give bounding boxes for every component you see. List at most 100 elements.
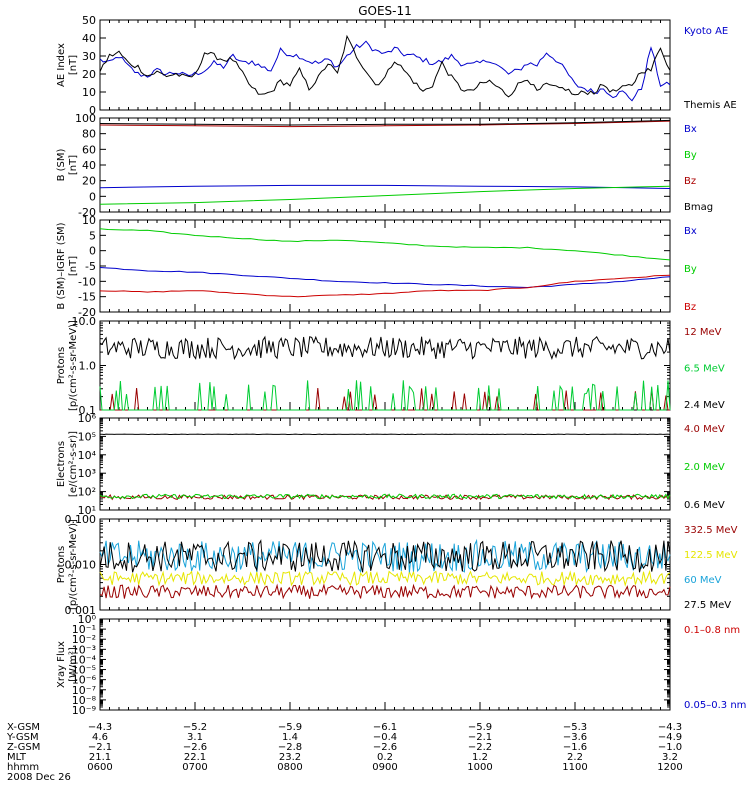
y-tick-label: 10⁵ bbox=[78, 430, 96, 443]
y-axis-label: Xray Flux bbox=[56, 641, 67, 688]
series-line-bz bbox=[99, 274, 671, 298]
x-row-value: −4.9 bbox=[658, 732, 682, 743]
x-row-value: −2.8 bbox=[278, 742, 302, 753]
y-tick-label: 1.0 bbox=[79, 360, 97, 373]
x-row-label: X-GSM bbox=[7, 722, 40, 733]
legend-label: 122.5 MeV bbox=[684, 550, 738, 561]
series-line-27-5-mev bbox=[99, 539, 671, 573]
y-axis-label: B (SM)–IGRF (SM) bbox=[56, 222, 67, 309]
y-axis-label: [W/m²] bbox=[68, 647, 79, 682]
x-row-value: −1.0 bbox=[658, 742, 682, 753]
y-axis-label: AE Index bbox=[56, 43, 67, 87]
y-axis-label: Protons bbox=[56, 347, 67, 384]
panel-frame bbox=[99, 618, 671, 711]
x-row-value: −2.6 bbox=[373, 742, 397, 753]
legend-label: Bx bbox=[684, 124, 697, 135]
panel-protons_high: 0.001 0.010 0.100 Protons [p/(cm²-s-sr-MeV)]… bbox=[56, 513, 738, 617]
y-tick-label: 10² bbox=[78, 486, 96, 499]
series-line-122-5-mev bbox=[99, 569, 671, 587]
x-axis-labels: X-GSM −4.3 −5.2 −5.9 −6.1 −5.9 −5.3 −4.3 Y-GSM 4.… bbox=[6, 722, 683, 783]
series-line-bz bbox=[99, 120, 671, 128]
panel-ae: 0 10 20 30 40 50 AE Index [nT] Kyoto AE Themis AE bbox=[56, 14, 737, 117]
legend-label: 60 MeV bbox=[684, 575, 722, 586]
y-tick-label: 10⁴ bbox=[78, 449, 97, 462]
y-tick-label: 5 bbox=[89, 229, 96, 242]
x-row-value: −2.6 bbox=[183, 742, 207, 753]
x-row-value: −2.2 bbox=[468, 742, 492, 753]
x-row-value: −4.3 bbox=[88, 722, 112, 733]
y-axis-label: [p/(cm²-s-sr-MeV)] bbox=[68, 320, 79, 411]
y-tick-label: -15 bbox=[78, 291, 96, 304]
y-tick-label: 100 bbox=[75, 112, 96, 125]
legend-label: Kyoto AE bbox=[684, 26, 728, 37]
panel-frame bbox=[99, 117, 671, 213]
series-line-bmag bbox=[99, 119, 671, 126]
y-tick-label: -20 bbox=[78, 306, 96, 319]
x-row-value: −2.1 bbox=[88, 742, 112, 753]
y-tick-label: 10⁻⁹ bbox=[72, 704, 96, 717]
x-row-value: 0800 bbox=[277, 762, 302, 773]
y-tick-label: 10⁻⁸ bbox=[72, 694, 97, 707]
series-line-themis-ae bbox=[99, 34, 671, 98]
y-tick-label: 0.001 bbox=[65, 604, 97, 617]
x-row-value: −4.3 bbox=[658, 722, 682, 733]
x-date-label: 2008 Dec 26 bbox=[7, 772, 71, 783]
x-row-value: 3.2 bbox=[662, 752, 678, 763]
series-line-332-5-mev bbox=[99, 583, 671, 600]
y-tick-label: -10 bbox=[78, 275, 96, 288]
y-tick-label: 50 bbox=[82, 14, 96, 27]
y-tick-label: -5 bbox=[85, 260, 96, 273]
legend-label: Bmag bbox=[684, 202, 713, 213]
legend-label: Bx bbox=[684, 226, 697, 237]
y-tick-label: 10⁶ bbox=[78, 412, 97, 425]
x-row-value: 2.2 bbox=[567, 752, 583, 763]
legend-label: Bz bbox=[684, 176, 696, 187]
legend-label: 2.0 MeV bbox=[684, 462, 725, 473]
y-tick-label: 10⁻⁴ bbox=[72, 653, 97, 666]
series-line-6-5-mev bbox=[99, 380, 671, 411]
x-row-value: 0700 bbox=[182, 762, 207, 773]
y-tick-label: 10 bbox=[82, 86, 96, 99]
legend-label: 0.6 MeV bbox=[684, 500, 725, 511]
y-tick-label: 10¹ bbox=[78, 504, 96, 517]
panel-bigrf: -20 -15 -10 -5 0 5 10 B (SM)–IGRF (SM) [nT] Bx By B… bbox=[56, 214, 697, 319]
y-axis-label: Electrons bbox=[56, 441, 67, 487]
y-tick-label: 40 bbox=[82, 159, 96, 172]
y-tick-label: 0.1 bbox=[79, 404, 97, 417]
panel-electrons: 10¹ 10² 10³ 10⁴ 10⁵ 10⁶ Electrons [e/(cm²-s-sr)… bbox=[56, 412, 725, 517]
x-row-value: 22.1 bbox=[184, 752, 206, 763]
y-tick-label: 10⁻² bbox=[72, 633, 96, 646]
y-tick-label: 40 bbox=[82, 32, 96, 45]
y-tick-label: 10⁻³ bbox=[72, 643, 96, 656]
x-row-label: Z-GSM bbox=[7, 742, 40, 753]
x-row-value: 23.2 bbox=[279, 752, 301, 763]
legend-label: 2.4 MeV bbox=[684, 400, 725, 411]
series-line-bx bbox=[99, 184, 671, 189]
y-tick-label: 0.100 bbox=[65, 513, 97, 526]
y-tick-label: 30 bbox=[82, 50, 96, 63]
y-axis-label: [nT] bbox=[68, 155, 79, 175]
legend-label: 0.1–0.8 nm bbox=[684, 625, 740, 636]
x-row-label: hhmm bbox=[7, 762, 39, 773]
x-row-value: −2.1 bbox=[468, 732, 492, 743]
x-row-value: 1200 bbox=[657, 762, 682, 773]
y-tick-label: 10.0 bbox=[72, 315, 97, 328]
panel-xray: 10⁻⁹10⁻⁸10⁻⁷10⁻⁶10⁻⁵10⁻⁴10⁻³10⁻²10⁻¹10⁰ X… bbox=[56, 613, 746, 717]
y-tick-label: 80 bbox=[82, 128, 96, 141]
y-axis-label: Protons bbox=[56, 546, 67, 583]
y-axis-label: [nT] bbox=[68, 256, 79, 276]
x-row-value: −6.1 bbox=[373, 722, 397, 733]
x-row-value: 1.2 bbox=[472, 752, 488, 763]
y-axis-label: [e/(cm²-s-sr)] bbox=[68, 431, 79, 497]
y-tick-label: 10³ bbox=[78, 467, 96, 480]
x-row-value: 3.1 bbox=[187, 732, 203, 743]
y-tick-label: 10⁻¹ bbox=[72, 623, 96, 636]
y-tick-label: -20 bbox=[78, 206, 96, 219]
x-row-value: 0900 bbox=[372, 762, 397, 773]
y-tick-label: 20 bbox=[82, 68, 96, 81]
legend-label: 12 MeV bbox=[684, 327, 722, 338]
x-row-value: −5.3 bbox=[563, 722, 587, 733]
panel-bsm: -20 0 20 40 60 80 100 B (SM) [nT] Bx By Bz Bmag bbox=[56, 112, 713, 219]
